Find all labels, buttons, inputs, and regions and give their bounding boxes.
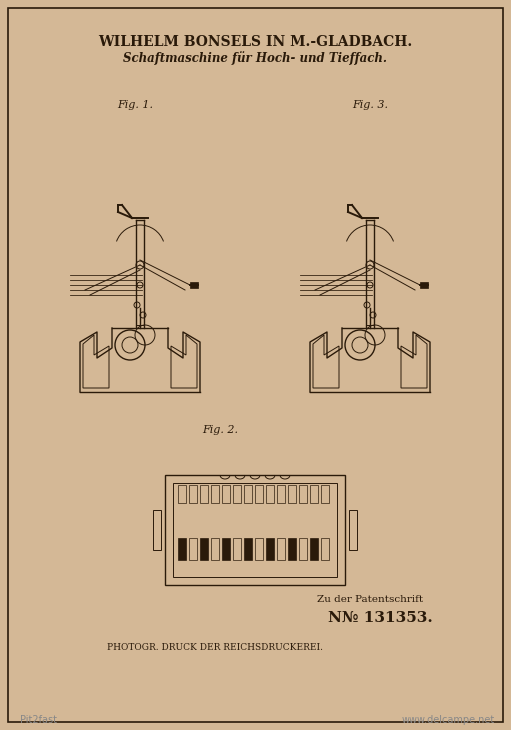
Bar: [244, 538, 252, 560]
Bar: [299, 538, 307, 560]
Bar: [190, 282, 198, 288]
Text: Pit2fast: Pit2fast: [20, 715, 57, 725]
Text: Fig. 3.: Fig. 3.: [352, 100, 388, 110]
Bar: [277, 485, 285, 503]
Bar: [178, 485, 185, 503]
Bar: [189, 538, 197, 560]
Text: PHOTOGR. DRUCK DER REICHSDRUCKEREI.: PHOTOGR. DRUCK DER REICHSDRUCKEREI.: [107, 644, 323, 653]
Bar: [233, 538, 241, 560]
Text: Fig. 2.: Fig. 2.: [202, 425, 238, 435]
Text: Fig. 1.: Fig. 1.: [117, 100, 153, 110]
Bar: [310, 538, 318, 560]
Bar: [189, 485, 197, 503]
Bar: [321, 485, 329, 503]
Bar: [165, 475, 345, 585]
Text: Schaftmaschine für Hoch- und Tieffach.: Schaftmaschine für Hoch- und Tieffach.: [123, 51, 387, 65]
Bar: [200, 538, 207, 560]
Bar: [255, 485, 263, 503]
Bar: [222, 485, 230, 503]
Bar: [211, 485, 219, 503]
Bar: [299, 485, 307, 503]
Bar: [288, 485, 296, 503]
Bar: [222, 538, 230, 560]
Text: www.delcampe.net: www.delcampe.net: [402, 715, 495, 725]
Bar: [266, 538, 274, 560]
Bar: [277, 538, 285, 560]
Text: Zu der Patentschrift: Zu der Patentschrift: [317, 596, 423, 604]
Bar: [244, 485, 252, 503]
Bar: [310, 485, 318, 503]
Bar: [211, 538, 219, 560]
Bar: [349, 510, 357, 550]
Text: N№ 131353.: N№ 131353.: [328, 611, 432, 625]
Bar: [288, 538, 296, 560]
Bar: [266, 485, 274, 503]
Bar: [200, 485, 207, 503]
Bar: [420, 282, 428, 288]
Text: WILHELM BONSELS IN M.-GLADBACH.: WILHELM BONSELS IN M.-GLADBACH.: [98, 35, 412, 49]
Bar: [255, 538, 263, 560]
Bar: [178, 538, 185, 560]
Bar: [321, 538, 329, 560]
Bar: [233, 485, 241, 503]
Bar: [153, 510, 161, 550]
Bar: [173, 483, 337, 577]
